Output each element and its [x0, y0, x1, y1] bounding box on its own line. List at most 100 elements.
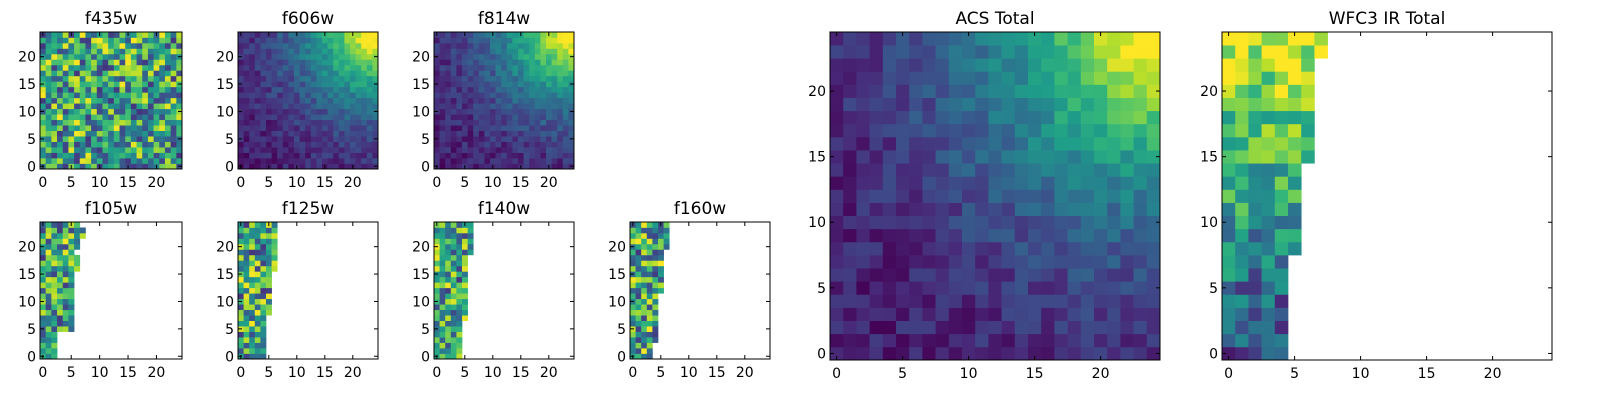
heatmap-cell: [125, 141, 132, 148]
heatmap-cell: [506, 53, 513, 60]
heatmap-cell: [456, 136, 463, 142]
heatmap-cell: [62, 141, 69, 148]
heatmap-cell: [344, 103, 351, 110]
heatmap-cell: [91, 108, 98, 115]
heatmap-cell: [467, 130, 474, 137]
heatmap-cell: [327, 130, 334, 137]
heatmap-cell: [506, 75, 513, 82]
heatmap-cell: [450, 337, 457, 343]
heatmap-cell: [869, 346, 884, 361]
heatmap-cell: [1274, 241, 1289, 256]
heatmap-cell: [277, 125, 284, 131]
heatmap-cell: [652, 276, 659, 283]
heatmap-cell: [962, 346, 976, 361]
heatmap-cell: [869, 189, 884, 203]
heatmap-cell: [856, 123, 870, 138]
heatmap-cell: [1094, 333, 1108, 348]
heatmap-cell: [316, 103, 323, 110]
heatmap-cell: [1014, 123, 1029, 138]
heatmap-cell: [962, 97, 976, 112]
heatmap-cell: [282, 48, 289, 55]
heatmap-cell: [91, 86, 98, 93]
heatmap-cell: [830, 202, 844, 217]
heatmap-cell: [935, 241, 950, 256]
heatmap-cell: [434, 309, 440, 316]
heatmap-cell: [478, 103, 485, 110]
heatmap-cell: [91, 32, 98, 38]
heatmap-cell: [843, 45, 857, 59]
heatmap-cell: [45, 64, 52, 71]
heatmap-cell: [523, 108, 530, 115]
heatmap-cell: [68, 48, 75, 55]
heatmap-cell: [277, 130, 284, 137]
heatmap-cell: [45, 114, 52, 121]
heatmap-cell: [338, 152, 345, 159]
heatmap-cell: [909, 163, 923, 177]
heatmap-cell: [62, 59, 69, 66]
y-tick-label: 5: [421, 322, 430, 338]
y-tick-label: 20: [412, 240, 430, 256]
heatmap-cell: [249, 243, 256, 250]
heatmap-cell: [113, 103, 120, 110]
heatmap-cell: [277, 163, 284, 170]
heatmap-cell: [366, 86, 373, 93]
heatmap-cell: [310, 75, 317, 82]
heatmap-cell: [68, 103, 75, 110]
heatmap-cell: [108, 32, 115, 38]
heatmap-cell: [896, 307, 910, 321]
heatmap-cell: [57, 163, 64, 170]
heatmap-cell: [512, 59, 519, 66]
heatmap-cell: [495, 32, 502, 38]
heatmap-cell: [57, 227, 64, 234]
heatmap-cell: [529, 141, 536, 148]
heatmap-cell: [1235, 136, 1249, 151]
heatmap-cell: [254, 227, 261, 234]
heatmap-cell: [518, 48, 524, 55]
y-tick-label: 5: [225, 132, 234, 148]
heatmap-cell: [91, 70, 98, 77]
heatmap-cell: [652, 232, 659, 239]
heatmap-cell: [147, 86, 154, 93]
heatmap-cell: [147, 42, 154, 49]
heatmap-cell: [271, 265, 278, 272]
heatmap-cell: [490, 136, 496, 142]
heatmap-cell: [322, 81, 328, 88]
heatmap-cell: [1054, 255, 1068, 269]
heatmap-cell: [658, 238, 664, 245]
heatmap-cell: [62, 249, 69, 256]
heatmap-cell: [635, 331, 642, 338]
heatmap-cell: [68, 108, 75, 115]
heatmap-cell: [490, 42, 496, 49]
heatmap-cell: [68, 320, 75, 327]
heatmap-cell: [557, 32, 564, 38]
heatmap-cell: [1001, 123, 1016, 138]
heatmap-cell: [1001, 97, 1016, 112]
heatmap-cell: [512, 114, 519, 121]
heatmap-cell: [68, 276, 75, 283]
panel-title: f125w: [282, 199, 334, 219]
heatmap-cell: [277, 97, 284, 104]
heatmap-cell: [57, 108, 64, 115]
heatmap-cell: [534, 70, 541, 77]
heatmap-cell: [1288, 228, 1302, 243]
heatmap-cell: [1146, 255, 1161, 269]
heatmap-cell: [45, 48, 52, 55]
heatmap-cell: [439, 86, 446, 93]
heatmap-cell: [518, 86, 524, 93]
heatmap-cell: [294, 86, 300, 93]
heatmap-cell: [630, 315, 636, 321]
heatmap-cell: [51, 276, 58, 283]
heatmap-cell: [51, 254, 58, 261]
heatmap-cell: [1028, 307, 1042, 321]
heatmap-cell: [1261, 294, 1276, 308]
heatmap-cell: [294, 75, 300, 82]
heatmap-cell: [62, 86, 69, 93]
heatmap-cell: [277, 32, 284, 38]
heatmap-cell: [478, 86, 485, 93]
heatmap-cell: [277, 152, 284, 159]
heatmap-cell: [147, 163, 154, 170]
heatmap-cell: [1288, 123, 1302, 138]
heatmap-cell: [1067, 333, 1082, 348]
heatmap-cell: [562, 75, 569, 82]
heatmap-cell: [630, 304, 636, 311]
